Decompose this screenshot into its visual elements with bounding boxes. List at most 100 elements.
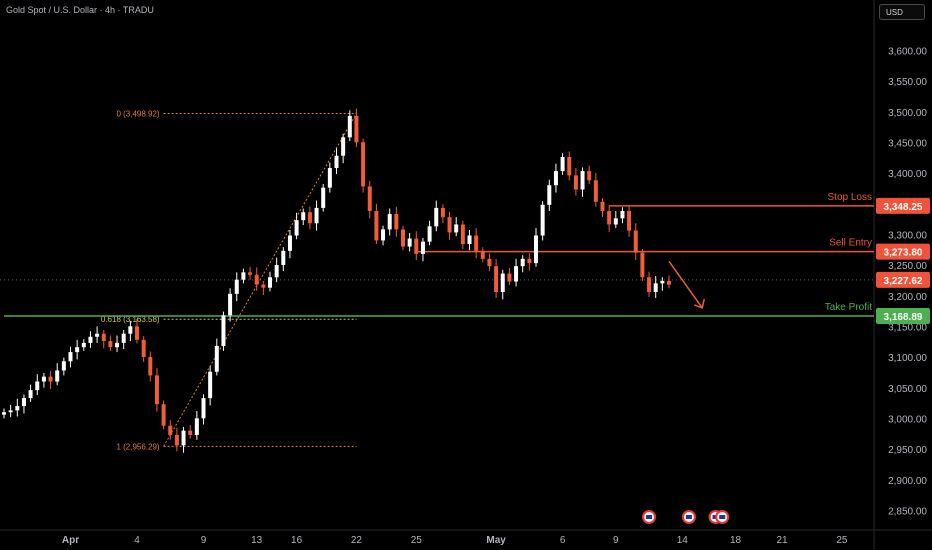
y-tick-label: 3,450.00	[888, 138, 927, 149]
x-tick-label: 14	[677, 535, 689, 546]
candle-body	[640, 252, 645, 278]
candle-body	[327, 168, 332, 188]
candle-body	[268, 277, 272, 288]
candle	[201, 394, 206, 425]
x-tick-label: 6	[560, 535, 566, 546]
candle-body	[593, 180, 598, 202]
flag-icon-mark	[646, 515, 653, 519]
x-tick-label: 21	[776, 535, 788, 546]
candle	[500, 269, 505, 300]
fib-level-label: 1 (2,956.29)	[116, 442, 159, 451]
candle	[467, 229, 472, 251]
candle	[593, 172, 598, 207]
currency-button[interactable]: USD	[879, 4, 925, 20]
candle	[168, 420, 173, 440]
y-tick-label: 3,200.00	[888, 292, 927, 303]
x-tick-label: 18	[730, 535, 742, 546]
candle-body	[21, 398, 26, 407]
candle-body	[647, 277, 652, 292]
candle	[361, 138, 366, 193]
candle-body	[440, 207, 445, 218]
candle-body	[367, 186, 372, 211]
candle-body	[88, 336, 93, 343]
candle-body	[414, 238, 419, 254]
candle	[553, 163, 558, 193]
candle	[540, 201, 545, 241]
candle	[35, 374, 40, 396]
candle-body	[341, 137, 346, 156]
take-profit-label: Take Profit	[825, 302, 872, 313]
candle	[620, 207, 625, 224]
candle-body	[567, 156, 572, 176]
candle	[547, 179, 552, 211]
candle-body	[401, 229, 405, 247]
candle	[394, 206, 399, 237]
flag-icon-mark	[719, 515, 726, 519]
candle-body	[613, 218, 618, 225]
candle-body	[128, 326, 133, 334]
time-axis[interactable]: Apr 4 9 13 16 22 25 May 6 9 14 18 21 25	[62, 535, 848, 546]
candle	[460, 220, 465, 250]
candle-body	[108, 341, 113, 348]
candle-body	[520, 258, 525, 267]
candle-body	[254, 274, 259, 285]
candle-body	[181, 430, 186, 446]
candle-body	[334, 155, 339, 169]
event-icons	[642, 510, 730, 524]
candle-body	[148, 356, 153, 376]
candle-body	[494, 266, 499, 292]
candle	[248, 266, 253, 280]
candle	[221, 311, 226, 351]
candle	[181, 426, 186, 453]
price-axis[interactable]: 2,850.00 2,900.00 2,950.00 3,000.00 3,050.00…	[876, 46, 930, 518]
candle	[101, 329, 106, 349]
candle-body	[387, 214, 392, 230]
candle-body	[354, 115, 359, 143]
candle	[487, 253, 492, 272]
fib-level-label: 0.618 (3,163.58)	[101, 315, 160, 324]
y-tick-label: 3,100.00	[888, 353, 927, 364]
x-tick-label: 25	[411, 535, 423, 546]
candle-body	[35, 381, 40, 391]
candle	[480, 247, 485, 263]
candle	[128, 320, 133, 342]
candle-body	[407, 238, 412, 247]
stop-loss-label: Stop Loss	[828, 192, 872, 203]
candle	[194, 410, 199, 440]
candle-body	[500, 273, 505, 292]
candle	[321, 183, 326, 212]
y-tick-label: 2,850.00	[888, 507, 927, 518]
x-tick-label: May	[486, 535, 506, 546]
candle-body	[161, 404, 166, 426]
flag-icon-mark	[685, 515, 692, 519]
candle-body	[208, 371, 213, 399]
candle-body	[607, 210, 612, 225]
y-tick-label: 3,600.00	[888, 46, 927, 57]
candle-body	[61, 361, 66, 371]
y-tick-label: 3,050.00	[888, 384, 927, 395]
candle	[95, 326, 100, 343]
x-tick-label: 13	[251, 535, 263, 546]
candle-body	[427, 226, 432, 242]
candle	[294, 212, 299, 240]
candle	[81, 339, 86, 351]
candle-body	[234, 279, 239, 294]
candle-body	[101, 333, 106, 342]
candle-body	[8, 410, 13, 413]
candle-body	[420, 241, 425, 254]
candle	[660, 277, 665, 291]
candle-body	[547, 185, 552, 205]
candle-body	[347, 115, 352, 138]
candle	[314, 200, 319, 231]
candle	[607, 205, 612, 232]
candle-body	[381, 229, 386, 241]
candle	[427, 220, 432, 246]
candle-body	[527, 258, 532, 264]
candle	[414, 231, 419, 261]
candle	[653, 276, 658, 299]
candle	[141, 336, 146, 362]
candle	[387, 208, 392, 236]
x-tick-label: 25	[836, 535, 848, 546]
candle-body	[587, 171, 592, 181]
